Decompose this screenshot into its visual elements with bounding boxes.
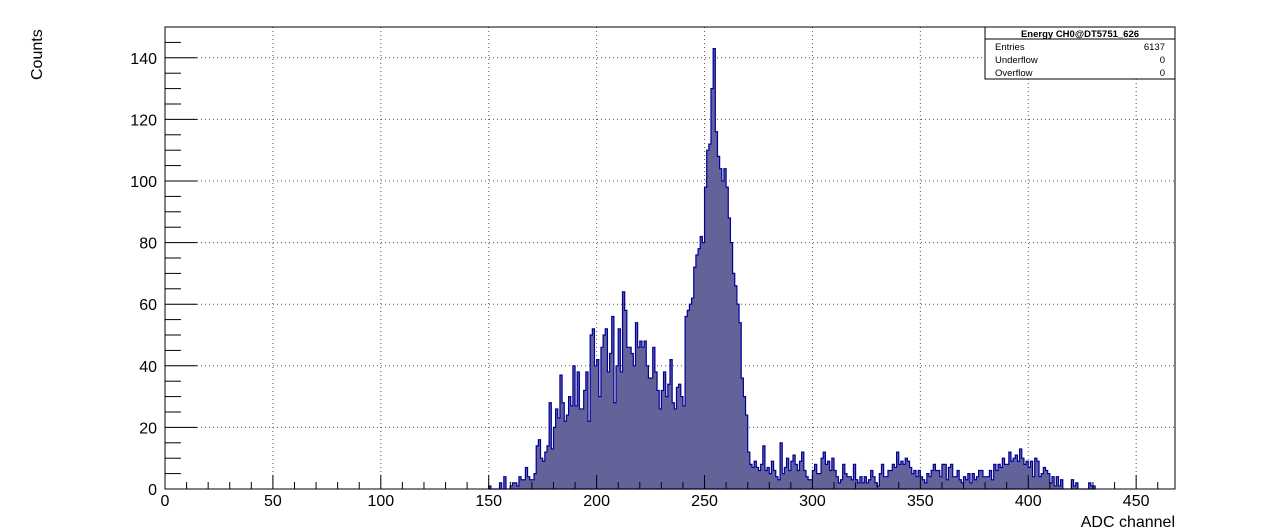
y-tick-label: 80	[139, 236, 157, 253]
x-axis: 0 50 100 150 200 250 300 350 400 450	[161, 475, 1159, 510]
y-tick-label: 140	[130, 51, 157, 68]
stats-value-underflow: 0	[1160, 55, 1165, 66]
stats-value-entries: 6137	[1144, 42, 1165, 53]
y-tick-label: 0	[148, 482, 157, 499]
x-tick-label: 450	[1123, 493, 1150, 510]
x-tick-label: 350	[907, 493, 934, 510]
y-tick-label: 40	[139, 359, 157, 376]
x-tick-label: 250	[691, 493, 718, 510]
stats-box-title: Energy CH0@DT5751_626	[1021, 29, 1139, 40]
x-tick-label: 100	[367, 493, 394, 510]
stats-label-entries: Entries	[995, 42, 1025, 53]
histogram-fill	[488, 48, 1096, 490]
x-tick-label: 400	[1015, 493, 1042, 510]
stats-box: Energy CH0@DT5751_626 Entries 6137 Under…	[984, 26, 1176, 80]
y-axis: 0 20 40 60 80 100 120 140	[130, 26, 197, 499]
histogram-outline	[488, 47, 1096, 490]
y-axis-title: Counts	[29, 29, 46, 80]
x-axis-title: ADC channel	[1081, 514, 1175, 531]
x-tick-label: 0	[161, 493, 170, 510]
grid-lines	[165, 27, 1175, 489]
stats-value-overflow: 0	[1160, 68, 1165, 79]
x-tick-label: 150	[475, 493, 502, 510]
y-tick-label: 60	[139, 297, 157, 314]
x-tick-label: 200	[583, 493, 610, 510]
y-tick-label: 20	[139, 420, 157, 437]
stats-box-frame	[984, 26, 1176, 80]
y-tick-label: 120	[130, 112, 157, 129]
y-tick-label: 100	[130, 174, 157, 191]
stats-label-underflow: Underflow	[995, 55, 1038, 66]
stats-label-overflow: Overflow	[995, 68, 1033, 79]
x-tick-label: 300	[799, 493, 826, 510]
x-tick-label: 50	[264, 493, 282, 510]
